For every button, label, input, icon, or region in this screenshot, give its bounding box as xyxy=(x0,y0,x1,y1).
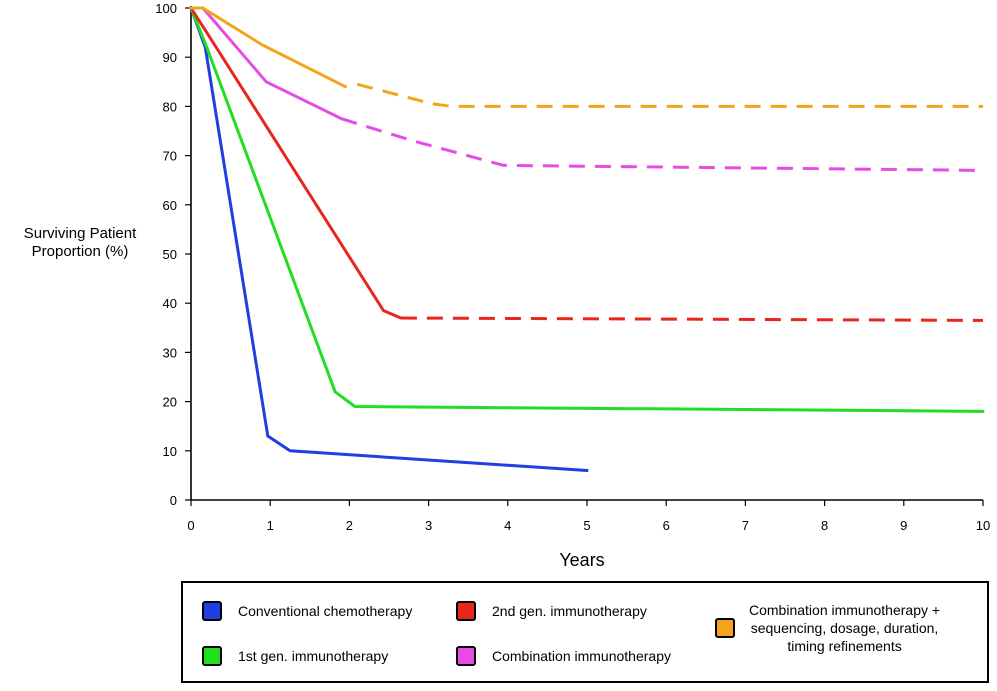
legend-item-gen1: 1st gen. immunotherapy xyxy=(202,646,388,666)
x-tick-label: 2 xyxy=(346,518,353,533)
legend-label-gen1: 1st gen. immunotherapy xyxy=(238,648,389,664)
legend-swatch-combo xyxy=(456,646,476,666)
y-tick-label: 20 xyxy=(163,395,177,410)
y-axis-label-line-2: Proportion (%) xyxy=(32,243,129,260)
legend-item-refined: Combination immunotherapy + sequencing, … xyxy=(715,601,940,655)
x-tick-label: 4 xyxy=(504,518,511,533)
legend-label-chemo: Conventional chemotherapy xyxy=(238,603,413,619)
chart-axes xyxy=(190,6,983,501)
y-tick-label: 30 xyxy=(163,345,177,360)
x-tick-label: 1 xyxy=(267,518,274,533)
legend-item-gen2: 2nd gen. immunotherapy xyxy=(456,601,647,621)
y-tick-label: 40 xyxy=(163,296,177,311)
x-axis-label: Years xyxy=(559,550,604,570)
legend-label-refined: Combination immunotherapy + sequencing, … xyxy=(749,601,940,655)
x-tick-label: 7 xyxy=(742,518,749,533)
x-tick-label: 5 xyxy=(583,518,590,533)
legend-swatch-chemo xyxy=(202,601,222,621)
series-line-solid-4 xyxy=(189,6,347,89)
x-tick-label: 10 xyxy=(976,518,990,533)
series-line-dashed-2 xyxy=(400,316,984,322)
legend-label-gen2: 2nd gen. immunotherapy xyxy=(492,603,647,619)
chart-lines xyxy=(189,6,985,472)
y-tick-label: 60 xyxy=(163,198,177,213)
series-line-solid-0 xyxy=(189,6,589,472)
x-tick-label: 6 xyxy=(663,518,670,533)
legend-label-refined-line-1: Combination immunotherapy + xyxy=(749,602,941,618)
y-tick-label: 70 xyxy=(163,149,177,164)
x-tick-label: 9 xyxy=(900,518,907,533)
y-axis-label-line-1: Surviving Patient xyxy=(24,225,137,242)
y-tick-label: 50 xyxy=(163,247,177,262)
series-line-dashed-4 xyxy=(356,82,983,108)
legend-label-refined-line-2: sequencing, dosage, duration, xyxy=(750,620,939,636)
series-line-solid-1 xyxy=(189,6,985,413)
legend-swatch-gen2 xyxy=(456,601,476,621)
x-tick-label: 3 xyxy=(425,518,432,533)
chart-labels: Surviving Patient Proportion (%) Years xyxy=(24,225,605,570)
x-tick-label: 8 xyxy=(821,518,828,533)
x-tick-label: 0 xyxy=(187,518,194,533)
y-tick-label: 10 xyxy=(163,444,177,459)
legend-item-combo: Combination immunotherapy xyxy=(456,646,671,666)
legend-item-chemo: Conventional chemotherapy xyxy=(202,601,412,621)
legend-label-refined-line-3: timing refinements xyxy=(787,638,902,654)
chart-legend: Conventional chemotherapy 1st gen. immun… xyxy=(181,581,989,683)
series-line-dashed-3 xyxy=(341,117,984,172)
legend-label-combo: Combination immunotherapy xyxy=(492,648,671,664)
y-tick-label: 100 xyxy=(155,1,177,16)
series-line-solid-2 xyxy=(189,6,403,320)
legend-swatch-refined xyxy=(715,618,735,638)
y-tick-label: 90 xyxy=(163,50,177,65)
y-tick-label: 0 xyxy=(170,493,177,508)
y-tick-label: 80 xyxy=(163,99,177,114)
legend-swatch-gen1 xyxy=(202,646,222,666)
